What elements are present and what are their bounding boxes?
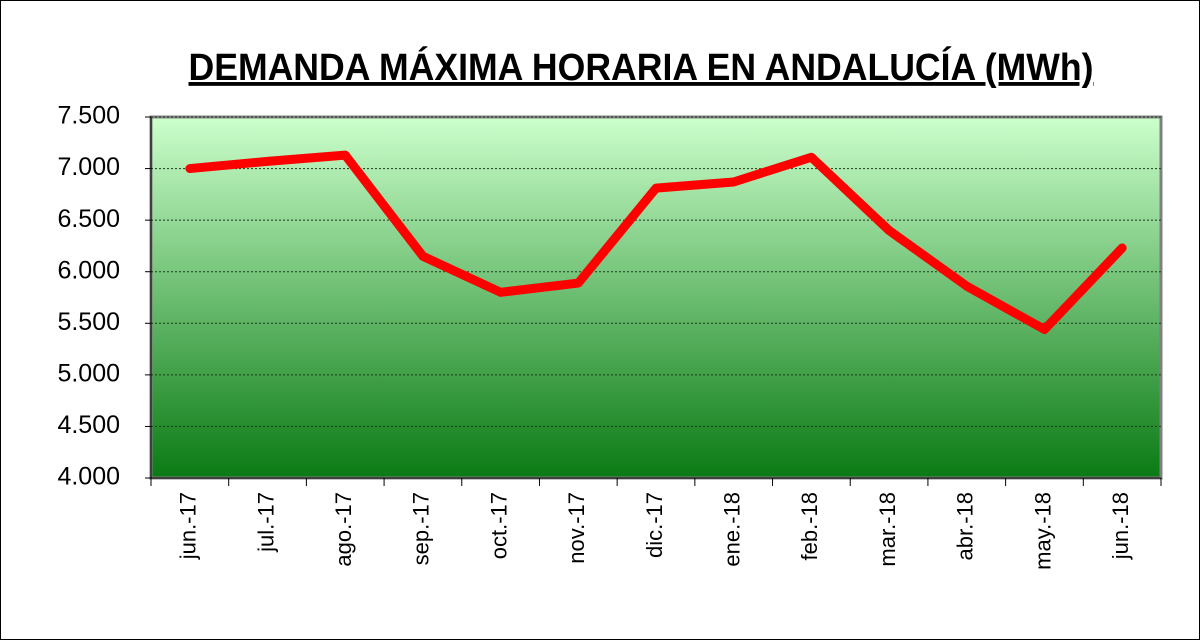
plot-area <box>149 115 1163 480</box>
x-tick-label: ene.-18 <box>720 492 745 567</box>
y-tick-label: 6.000 <box>57 256 120 284</box>
y-tick-label: 4.000 <box>57 463 120 491</box>
x-tick-label: sep.-17 <box>409 492 434 565</box>
x-tick-label: jun.-18 <box>1108 492 1133 560</box>
line <box>185 150 1127 334</box>
y-tick-label: 7.500 <box>57 102 120 130</box>
x-tick-label: jul.-17 <box>253 492 278 553</box>
y-tick-label: 5.000 <box>57 359 120 387</box>
x-tick-label: mar.-18 <box>875 492 900 567</box>
y-tick-label: 7.000 <box>57 153 120 181</box>
x-tick-label: nov.-17 <box>564 492 589 564</box>
x-tick-label: jun.-17 <box>176 492 201 560</box>
y-tick-label: 4.500 <box>57 411 120 439</box>
y-tick-label: 6.500 <box>57 205 120 233</box>
x-tick-label: abr.-18 <box>953 492 978 561</box>
x-tick-label: ago.-17 <box>331 492 356 567</box>
x-tick-label: dic.-17 <box>642 492 667 558</box>
x-tick-label: feb.-18 <box>797 492 822 561</box>
y-tick-label: 5.500 <box>57 308 120 336</box>
x-tick-label: oct.-17 <box>486 492 511 559</box>
chart-title: DEMANDA MÁXIMA HORARIA EN ANDALUCÍA (MWh… <box>189 45 1094 89</box>
x-tick-label: may.-18 <box>1030 492 1055 570</box>
